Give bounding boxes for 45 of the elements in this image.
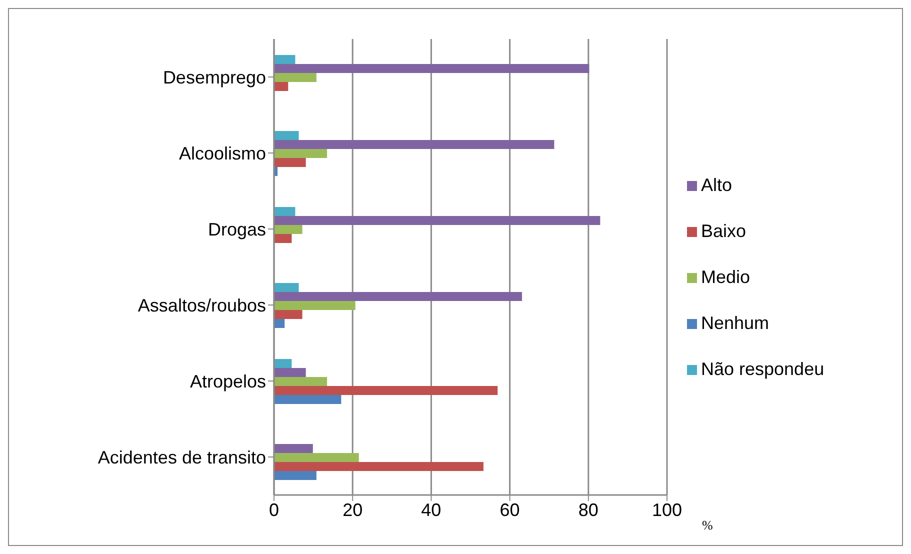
y-tick-label: Alcoolismo — [178, 143, 266, 164]
bar — [274, 462, 484, 471]
bar — [274, 368, 306, 377]
bar — [274, 73, 316, 82]
bar — [274, 216, 600, 225]
x-tick-label: 80 — [578, 500, 598, 520]
bar — [274, 395, 342, 404]
bar — [274, 377, 328, 386]
bar — [274, 310, 302, 319]
bar — [274, 444, 313, 453]
bar — [274, 359, 292, 368]
legend-label: Nenhum — [701, 313, 770, 333]
legend-label: Alto — [701, 175, 732, 195]
bar — [274, 149, 328, 158]
legend-label: Não respondeu — [701, 359, 824, 379]
y-tick-label: Desemprego — [162, 67, 266, 88]
bar — [274, 131, 299, 140]
bar — [274, 82, 288, 91]
chart-frame: Alto Baixo Medio Nenhum Não respondeu 0 20 40 60 80 100 % Desemprego Alcoolismo Drogas Assaltos/roubos Atropelos Acidentes de transito — [8, 8, 903, 546]
bar — [274, 319, 285, 328]
y-tick-label: Assaltos/roubos — [138, 295, 266, 316]
bar — [274, 453, 359, 462]
y-tick-label: Atropelos — [190, 371, 266, 392]
y-tick-label: Drogas — [208, 219, 266, 240]
bar — [274, 301, 356, 310]
x-axis-title: % — [702, 518, 713, 533]
bar — [274, 158, 306, 167]
bar — [274, 386, 498, 395]
x-tick-label: 100 — [652, 500, 682, 520]
bar — [274, 292, 522, 301]
bar — [274, 471, 316, 480]
bar — [274, 225, 302, 234]
bar — [274, 55, 296, 64]
bar — [274, 64, 590, 73]
bar — [274, 207, 296, 216]
x-tick-label: 20 — [342, 500, 363, 520]
legend-label: Baixo — [701, 221, 746, 241]
x-tick-label: 40 — [421, 500, 442, 520]
x-tick-label: 0 — [268, 500, 280, 520]
legend-label: Medio — [701, 267, 750, 287]
bar — [274, 140, 554, 149]
x-tick-label: 60 — [500, 500, 520, 520]
y-tick-label: Acidentes de transito — [98, 447, 266, 468]
bar — [274, 234, 292, 243]
bar — [274, 283, 299, 292]
